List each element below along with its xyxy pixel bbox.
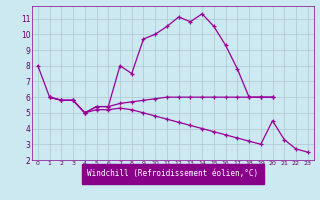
- X-axis label: Windchill (Refroidissement éolien,°C): Windchill (Refroidissement éolien,°C): [87, 169, 258, 178]
